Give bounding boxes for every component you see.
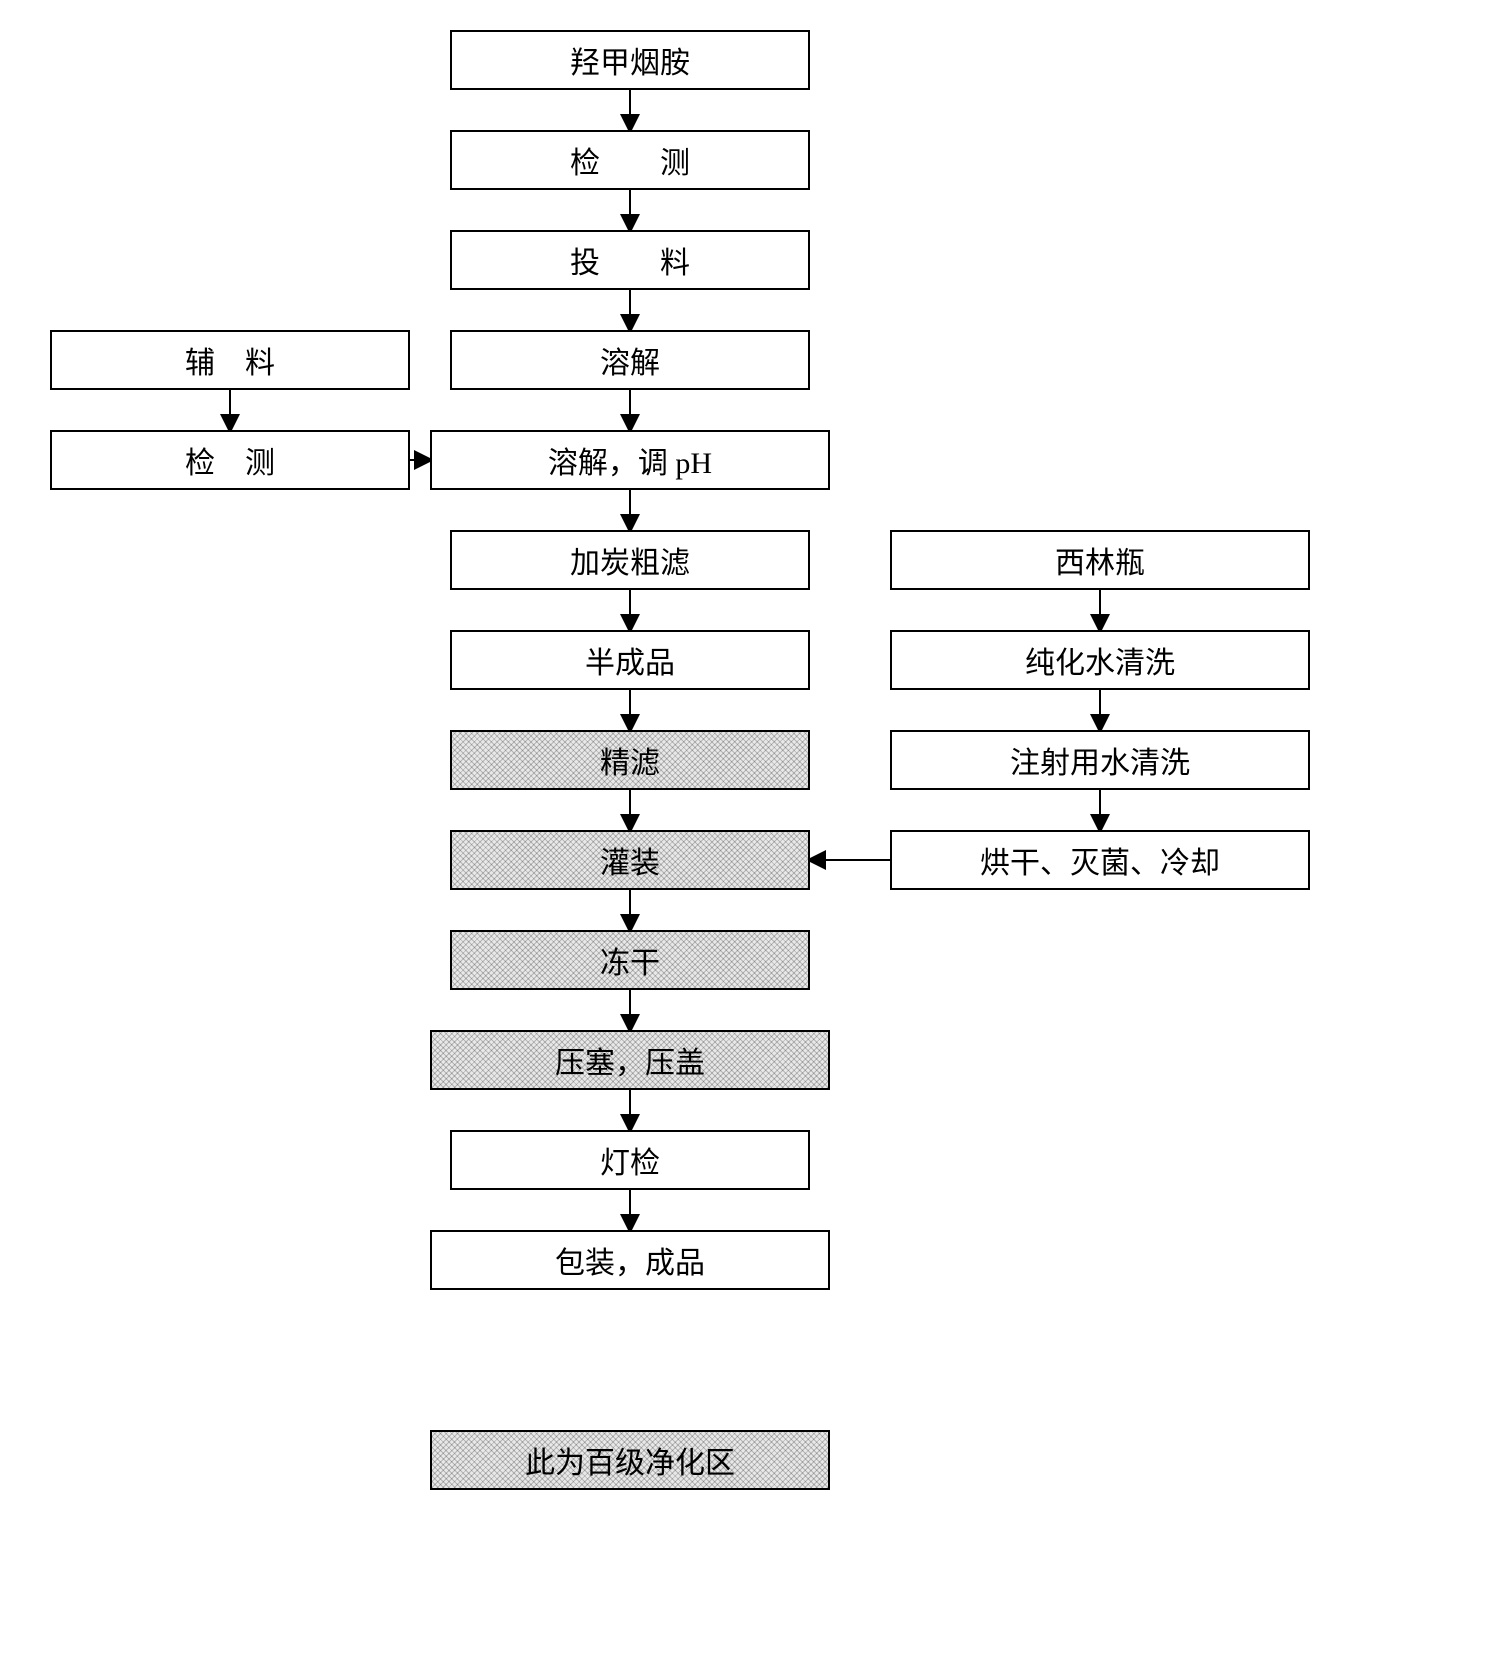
- box-l3: 辅 料: [50, 330, 410, 390]
- box-c8: 灌装: [450, 830, 810, 890]
- box-label-c12: 包装，成品: [555, 1238, 705, 1282]
- box-c11: 灯检: [450, 1130, 810, 1190]
- box-label-r8: 烘干、灭菌、冷却: [980, 838, 1220, 882]
- box-c3: 溶解: [450, 330, 810, 390]
- box-c12: 包装，成品: [430, 1230, 830, 1290]
- box-label-r7: 注射用水清洗: [1010, 738, 1190, 782]
- box-label-c5: 加炭粗滤: [570, 538, 690, 582]
- box-label-c11: 灯检: [600, 1138, 660, 1182]
- box-label-c7: 精滤: [600, 738, 660, 782]
- box-c10: 压塞，压盖: [430, 1030, 830, 1090]
- box-c6: 半成品: [450, 630, 810, 690]
- box-label-l4: 检 测: [185, 438, 275, 482]
- box-label-legend: 此为百级净化区: [525, 1438, 735, 1482]
- box-label-c0: 羟甲烟胺: [570, 38, 690, 82]
- box-c7: 精滤: [450, 730, 810, 790]
- box-r5: 西林瓶: [890, 530, 1310, 590]
- box-label-r6: 纯化水清洗: [1025, 638, 1175, 682]
- box-c1: 检 测: [450, 130, 810, 190]
- box-c4: 溶解，调 pH: [430, 430, 830, 490]
- box-label-c9: 冻干: [600, 938, 660, 982]
- flowchart: 羟甲烟胺检 测投 料溶解溶解，调 pH加炭粗滤半成品精滤灌装冻干压塞，压盖灯检包…: [30, 30, 1470, 1630]
- box-label-c8: 灌装: [600, 838, 660, 882]
- box-c2: 投 料: [450, 230, 810, 290]
- box-r7: 注射用水清洗: [890, 730, 1310, 790]
- box-label-r5: 西林瓶: [1055, 538, 1145, 582]
- box-r6: 纯化水清洗: [890, 630, 1310, 690]
- box-c0: 羟甲烟胺: [450, 30, 810, 90]
- box-label-c10: 压塞，压盖: [555, 1038, 705, 1082]
- box-label-c1: 检 测: [570, 138, 690, 182]
- box-r8: 烘干、灭菌、冷却: [890, 830, 1310, 890]
- box-c9: 冻干: [450, 930, 810, 990]
- box-label-c4: 溶解，调 pH: [548, 438, 712, 482]
- box-legend: 此为百级净化区: [430, 1430, 830, 1490]
- box-l4: 检 测: [50, 430, 410, 490]
- box-label-l3: 辅 料: [185, 338, 275, 382]
- box-c5: 加炭粗滤: [450, 530, 810, 590]
- box-label-c6: 半成品: [585, 638, 675, 682]
- box-label-c2: 投 料: [570, 238, 690, 282]
- box-label-c3: 溶解: [600, 338, 660, 382]
